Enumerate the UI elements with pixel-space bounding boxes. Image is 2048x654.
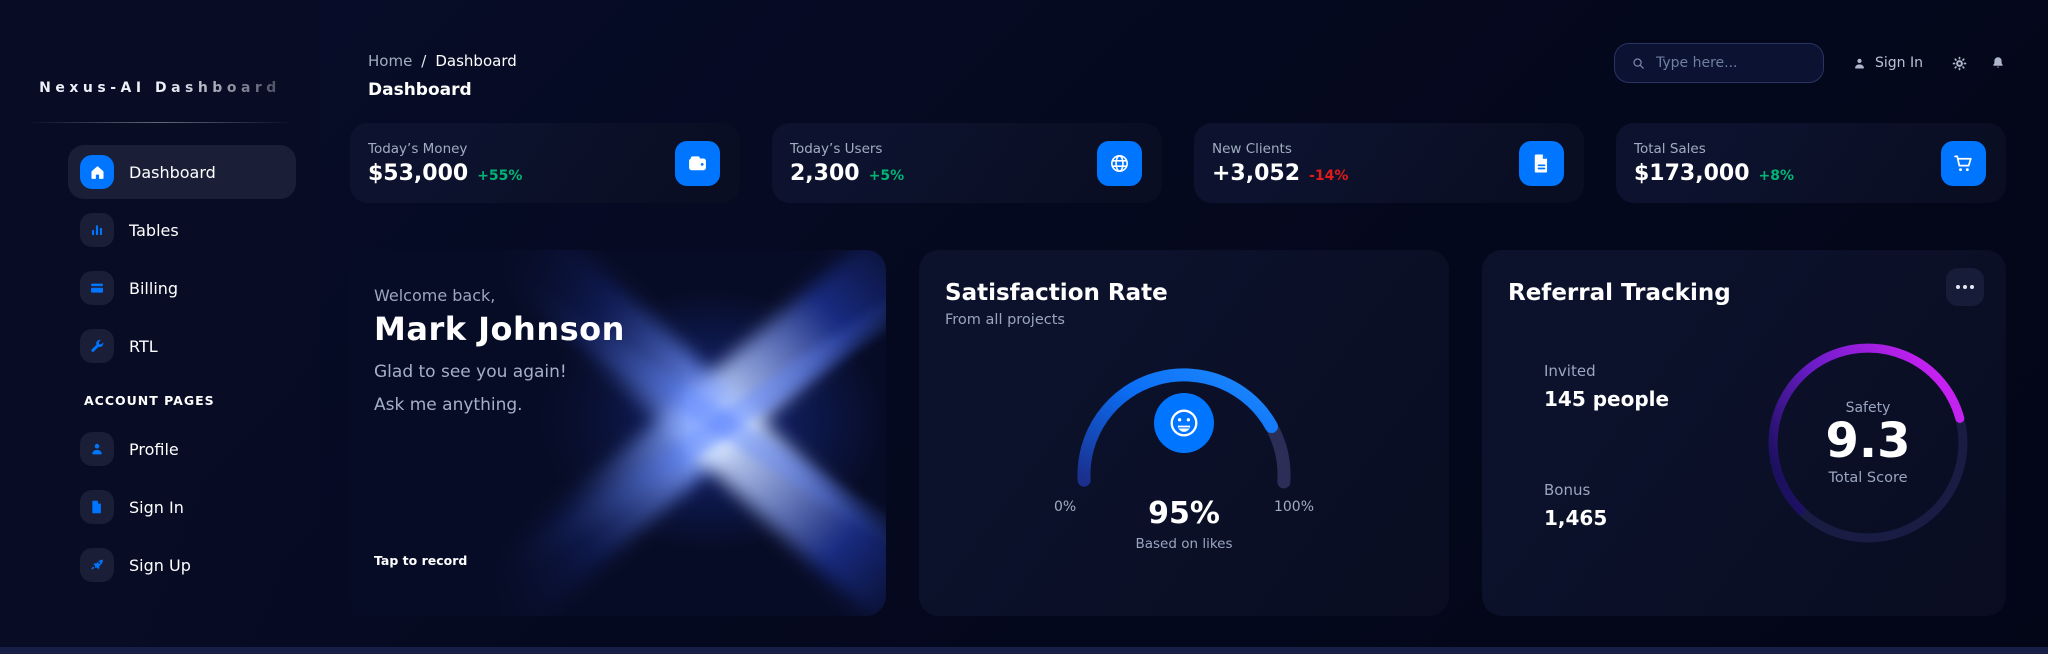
- welcome-card: Welcome back, Mark Johnson Glad to see y…: [350, 250, 886, 616]
- person-icon: [1852, 56, 1867, 71]
- gauge-min-label: 0%: [1054, 499, 1077, 515]
- topbar-actions: Sign In: [1614, 43, 2006, 83]
- stat-label: Today’s Money: [368, 140, 468, 157]
- satisfaction-gauge: [1077, 368, 1291, 489]
- sidebar-item-label: Profile: [129, 439, 179, 459]
- stat-value: $53,000: [368, 160, 469, 186]
- stat-delta: +8%: [1758, 167, 1795, 184]
- gear-icon[interactable]: [1951, 55, 1968, 72]
- gauge-caption: Based on likes: [1135, 536, 1233, 552]
- document-icon: [1519, 140, 1564, 186]
- stat-label: Total Sales: [1634, 140, 1706, 157]
- sidebar-item-sign-up[interactable]: Sign Up: [68, 538, 296, 592]
- welcome-message-line2: Ask me anything.: [374, 395, 523, 415]
- stat-card-todays-users: Today’s Users 2,300 +5%: [772, 123, 1162, 203]
- stat-delta: +5%: [868, 167, 905, 184]
- sidebar-item-sign-in[interactable]: Sign In: [68, 480, 296, 534]
- breadcrumb: Home / Dashboard: [368, 52, 517, 70]
- breadcrumb-separator: /: [421, 52, 427, 70]
- sign-in-button[interactable]: Sign In: [1852, 55, 1923, 71]
- home-icon: [80, 155, 114, 189]
- smiley-icon: [1154, 393, 1214, 453]
- bonus-metric: Bonus 1,465: [1544, 481, 1607, 530]
- sidebar-item-label: Tables: [129, 220, 179, 240]
- invited-metric: Invited 145 people: [1544, 362, 1669, 411]
- next-section-edge: [0, 647, 2048, 654]
- wallet-icon: [675, 140, 720, 186]
- gauge-max-label: 100%: [1273, 499, 1314, 515]
- stat-card-total-sales: Total Sales $173,000 +8%: [1616, 123, 2006, 203]
- globe-icon: [1097, 140, 1142, 186]
- bonus-value: 1,465: [1544, 506, 1608, 530]
- person-icon: [80, 432, 114, 466]
- search-input[interactable]: [1656, 55, 1796, 71]
- sidebar-item-rtl[interactable]: RTL: [68, 319, 296, 373]
- cart-icon: [1941, 140, 1986, 186]
- score-label: Safety: [1845, 400, 1891, 416]
- credit-card-icon: [80, 271, 114, 305]
- stat-label: Today’s Users: [790, 140, 883, 157]
- sidebar-item-dashboard[interactable]: Dashboard: [68, 145, 296, 199]
- sidebar: Nexus-AI Dashboard Dashboard Tables Bill…: [0, 0, 320, 654]
- brand-title: Nexus-AI Dashboard: [0, 80, 320, 96]
- invited-label: Invited: [1544, 362, 1596, 380]
- satisfaction-subtitle: From all projects: [945, 312, 1065, 328]
- score-caption: Total Score: [1828, 469, 1908, 486]
- sidebar-divider: [26, 122, 294, 123]
- document-icon: [80, 490, 114, 524]
- referral-title: Referral Tracking: [1508, 280, 1731, 306]
- stat-value: +3,052: [1212, 160, 1301, 186]
- content-row: Welcome back, Mark Johnson Glad to see y…: [350, 250, 2006, 616]
- satisfaction-title: Satisfaction Rate: [945, 280, 1168, 306]
- main-content: Home / Dashboard Dashboard Sign In: [350, 0, 2006, 654]
- sidebar-item-label: Sign In: [129, 497, 184, 517]
- tap-to-record-button[interactable]: Tap to record: [374, 553, 468, 568]
- wrench-icon: [80, 329, 114, 363]
- breadcrumb-current: Dashboard: [435, 52, 517, 70]
- welcome-user-name: Mark Johnson: [374, 310, 625, 348]
- bell-icon[interactable]: [1990, 55, 2006, 71]
- welcome-graphic: [350, 250, 886, 616]
- rocket-icon: [80, 548, 114, 582]
- sidebar-item-label: Dashboard: [129, 162, 216, 182]
- bar-chart-icon: [80, 213, 114, 247]
- gauge-value: 95%: [1148, 496, 1220, 531]
- sign-in-label: Sign In: [1875, 55, 1923, 71]
- sidebar-item-billing[interactable]: Billing: [68, 261, 296, 315]
- breadcrumb-home[interactable]: Home: [368, 52, 413, 70]
- welcome-message-line1: Glad to see you again!: [374, 362, 567, 382]
- gauge-labels: 0% 100% 95% Based on likes: [1054, 496, 1314, 566]
- search-box: [1614, 43, 1824, 83]
- stat-card-new-clients: New Clients +3,052 -14%: [1194, 123, 1584, 203]
- stats-row: Today’s Money $53,000 +55% Today’s Users…: [350, 123, 2006, 203]
- welcome-greeting: Welcome back,: [374, 286, 496, 305]
- sidebar-item-label: Billing: [129, 278, 179, 298]
- topbar: Home / Dashboard Dashboard Sign In: [350, 0, 2006, 110]
- sidebar-item-profile[interactable]: Profile: [68, 422, 296, 476]
- sidebar-item-tables[interactable]: Tables: [68, 203, 296, 257]
- stat-value: $173,000: [1634, 160, 1750, 186]
- stat-card-todays-money: Today’s Money $53,000 +55%: [350, 123, 740, 203]
- ring-center: Safety 9.3 Total Score: [1788, 400, 1948, 486]
- sidebar-item-label: RTL: [129, 336, 158, 356]
- stat-value: 2,300: [790, 160, 860, 186]
- page-title: Dashboard: [368, 80, 472, 100]
- score-value: 9.3: [1825, 413, 1911, 469]
- stat-label: New Clients: [1212, 140, 1292, 157]
- bonus-label: Bonus: [1544, 481, 1591, 499]
- dots-menu-icon[interactable]: [1946, 268, 1984, 306]
- referral-tracking-card: Referral Tracking Invited 145 people Bon…: [1482, 250, 2006, 616]
- invited-value: 145 people: [1544, 387, 1670, 411]
- satisfaction-rate-card: Satisfaction Rate From all projects: [919, 250, 1449, 616]
- stat-delta: -14%: [1309, 167, 1349, 184]
- sidebar-nav: Dashboard Tables Billing RTL A: [0, 145, 320, 592]
- sidebar-section-title: ACCOUNT PAGES: [84, 393, 215, 408]
- sidebar-item-label: Sign Up: [129, 555, 191, 575]
- search-icon: [1631, 56, 1646, 71]
- stat-delta: +55%: [477, 167, 523, 184]
- referral-ring: [1768, 343, 1968, 543]
